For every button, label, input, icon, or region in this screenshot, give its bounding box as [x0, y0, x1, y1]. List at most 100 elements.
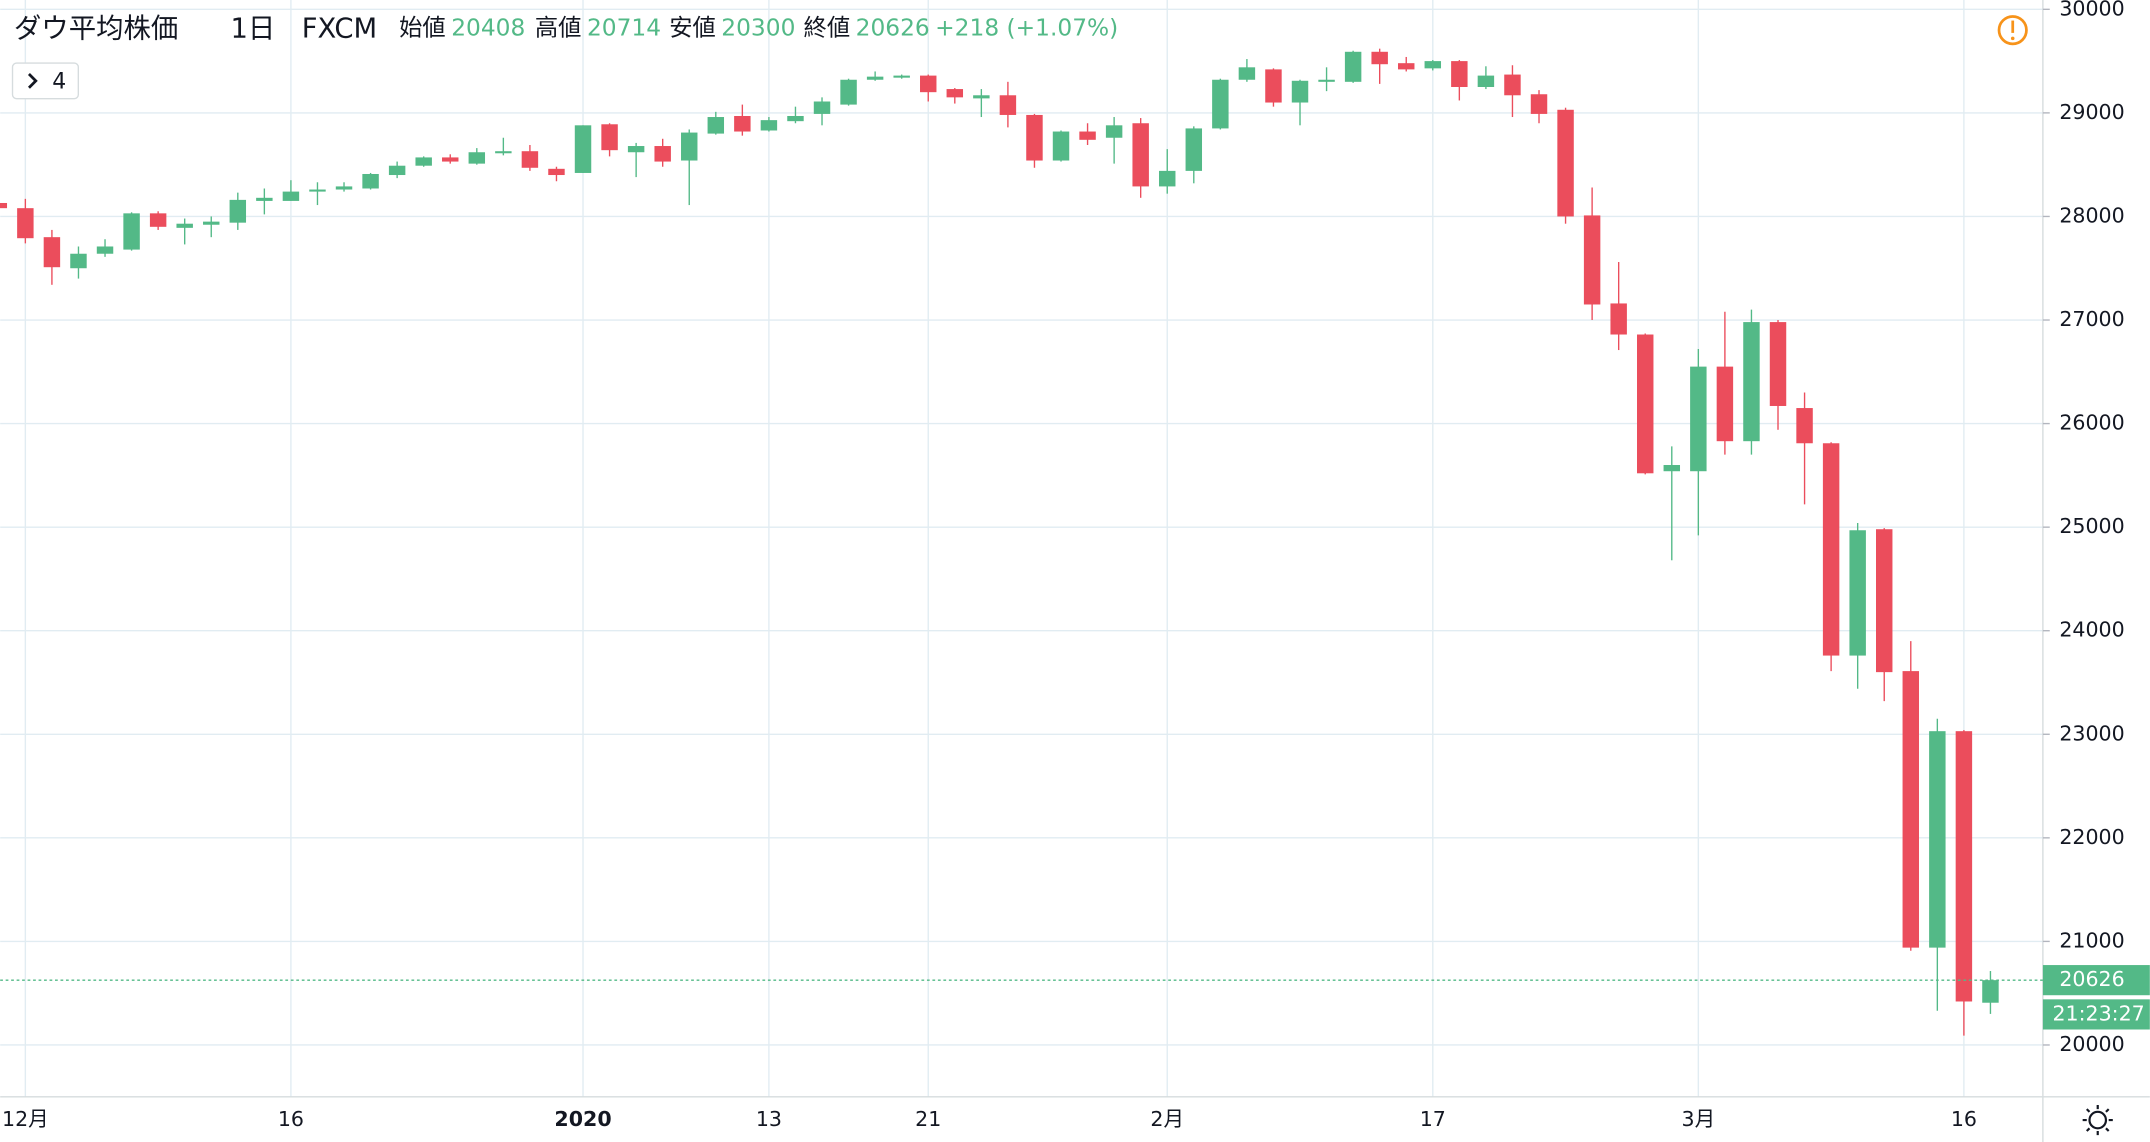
candle-body: [1265, 69, 1282, 103]
candle-body: [388, 165, 406, 176]
candle-body: [442, 157, 459, 162]
candle-body: [149, 213, 167, 227]
candle-body: [43, 237, 61, 268]
candle-body: [654, 146, 671, 162]
candle-body: [1291, 80, 1309, 103]
candle-body: [1318, 79, 1335, 82]
toggle-button[interactable]: [11, 62, 80, 100]
candle-body: [734, 115, 751, 132]
candle-body: [415, 157, 432, 166]
x-tick-label: 13: [756, 1107, 782, 1131]
candle-body: [893, 75, 910, 78]
candle-body: [548, 168, 565, 176]
candle-body: [1079, 131, 1096, 140]
candle-body: [1159, 170, 1176, 187]
candle-body: [282, 191, 300, 201]
price-tag: [2042, 965, 2150, 996]
indicator-toggle[interactable]: 4: [11, 62, 80, 100]
candle-body: [840, 79, 857, 105]
y-tick-label: 30000: [2059, 0, 2124, 20]
settings-circle[interactable]: [2088, 1110, 2108, 1130]
candle-body: [1955, 731, 1973, 1002]
countdown-tag: [2042, 999, 2150, 1030]
alert-dot: [2010, 36, 2015, 41]
candle-body: [601, 124, 618, 151]
candle-body: [1663, 465, 1681, 472]
candle-body: [1026, 114, 1043, 161]
candle-body: [203, 221, 220, 225]
candle-body: [335, 186, 353, 190]
candle-body: [920, 75, 937, 93]
candles: [0, 48, 1999, 1036]
chevron-icon: [27, 73, 38, 89]
candle-body: [681, 132, 698, 161]
candle-body: [760, 120, 778, 131]
y-tick-label: 24000: [2059, 618, 2124, 642]
candle-body: [1637, 334, 1654, 474]
candle-body: [1583, 215, 1601, 305]
candle-body: [973, 95, 990, 99]
y-tick-label: 29000: [2059, 100, 2124, 124]
candle-body: [176, 223, 193, 228]
title: ダウ平均株価: [14, 14, 178, 45]
candle-body: [1398, 63, 1415, 70]
high-value: 20714: [587, 14, 661, 41]
candle-body: [787, 115, 804, 122]
candle-body: [1105, 125, 1123, 138]
x-tick-label: 17: [1420, 1107, 1446, 1131]
candle-body: [468, 152, 486, 164]
candle-body: [1212, 79, 1229, 129]
candle-body: [813, 101, 831, 114]
grid: [0, 0, 2043, 1097]
candle-body: [1424, 61, 1442, 69]
low-label: 安値: [669, 14, 716, 41]
close-value: 20626: [856, 14, 930, 41]
source: FXCM: [302, 14, 377, 45]
candle-body: [1451, 61, 1468, 87]
candle-body: [1557, 109, 1574, 217]
candle-body: [1822, 443, 1840, 656]
candle-body: [521, 151, 539, 168]
price-tag-label: 20626: [2059, 967, 2124, 991]
candle-body: [96, 246, 114, 254]
candle-body: [1902, 671, 1920, 948]
interval: 1日: [230, 14, 275, 45]
close-label: 終値: [804, 14, 851, 41]
y-tick-label: 25000: [2059, 514, 2124, 538]
alert-icon[interactable]: [1997, 15, 2028, 46]
y-tick-label: 23000: [2059, 721, 2124, 745]
y-tick-label: 22000: [2059, 825, 2124, 849]
indicator-count: 4: [52, 69, 66, 94]
candle-body: [1982, 980, 1999, 1003]
y-tick-label: 26000: [2059, 411, 2124, 435]
x-tick-label: 16: [278, 1107, 304, 1131]
candle-body: [70, 253, 87, 269]
candle-body: [362, 173, 379, 189]
candle-body: [999, 95, 1017, 115]
candle-body: [1796, 408, 1813, 444]
settings-rays: [2082, 1104, 2113, 1136]
x-tick-label: 3月: [1682, 1107, 1716, 1131]
candle-body: [0, 202, 8, 209]
candle-body: [1530, 94, 1548, 114]
y-tick-label: 28000: [2059, 203, 2124, 227]
settings-icon[interactable]: [2082, 1104, 2113, 1136]
candle-body: [1185, 128, 1203, 171]
candle-body: [1344, 51, 1362, 82]
candle-body: [1743, 322, 1760, 442]
candle-body: [1769, 322, 1787, 406]
y-tick-label: 20000: [2059, 1032, 2124, 1056]
alert-circle[interactable]: [1997, 15, 2028, 46]
y-tick-label: 21000: [2059, 928, 2124, 952]
high-label: 高値: [535, 14, 582, 41]
candle-body: [229, 199, 247, 223]
candle-body: [1371, 51, 1388, 65]
candle-body: [574, 125, 592, 173]
candle-body: [627, 146, 645, 153]
header: ダウ平均株価 1日 FXCM 始値 20408 高値 20714 安値 2030…: [14, 14, 1118, 45]
candle-body: [1477, 75, 1495, 87]
candle-body: [1504, 74, 1521, 96]
open-value: 20408: [451, 14, 525, 41]
x-tick-label: 12月: [2, 1107, 49, 1131]
